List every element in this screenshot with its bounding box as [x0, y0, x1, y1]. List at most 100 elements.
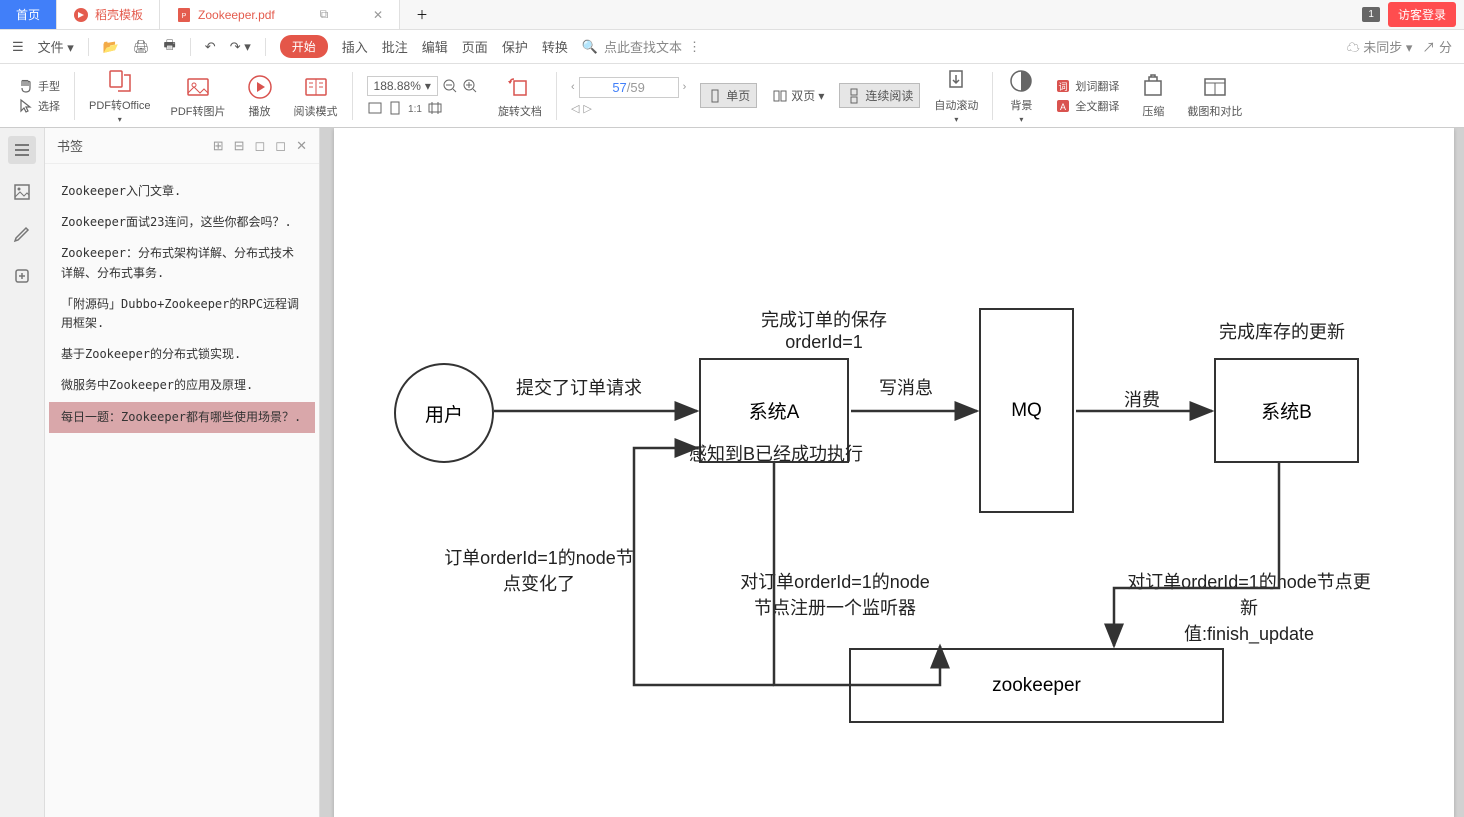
tool-play[interactable]: 播放: [240, 73, 280, 119]
tool-hand[interactable]: 手型: [18, 78, 60, 94]
diagram-label-submit: 提交了订单请求: [516, 374, 642, 400]
diagram-node-mq: MQ: [979, 308, 1074, 513]
tool-pdf-office[interactable]: PDF转Office▾: [83, 67, 157, 124]
rail-bookmarks-icon[interactable]: [8, 136, 36, 164]
menu-file[interactable]: 文件 ▾: [38, 37, 74, 56]
bookmark-prev-icon[interactable]: ◻: [255, 138, 266, 154]
bookmark-item[interactable]: 「附源码」Dubbo+Zookeeper的RPC远程调用框架.: [49, 289, 315, 339]
tool-select[interactable]: 选择: [18, 98, 60, 114]
menu-protect[interactable]: 保护: [502, 37, 528, 56]
sidebar-close-icon[interactable]: ✕: [296, 138, 307, 154]
bookmark-item[interactable]: 每日一题：Zookeeper都有哪些使用场景？.: [49, 402, 315, 433]
tool-auto-scroll[interactable]: 自动滚动▾: [928, 67, 984, 124]
ribbon-toolbar: 手型 选择 PDF转Office▾ PDF转图片 播放 阅读模式 188.88%…: [0, 64, 1464, 128]
search-box[interactable]: 🔍 点此查找文本 ⋮: [582, 37, 701, 56]
svg-text:1:1: 1:1: [408, 104, 422, 115]
bookmark-item[interactable]: Zookeeper入门文章.: [49, 176, 315, 207]
sidebar-header: 书签 ⊞ ⊟ ◻ ◻ ✕: [45, 128, 319, 164]
rail-attachments-icon[interactable]: [8, 262, 36, 290]
diagram-label-orderchange: 订单orderId=1的node节点变化了: [409, 544, 669, 596]
diagram-node-user: 用户: [394, 363, 494, 463]
tool-pdf-image[interactable]: PDF转图片: [165, 73, 232, 119]
page-next-icon[interactable]: ▷: [583, 102, 591, 115]
svg-text:A: A: [1060, 102, 1066, 112]
flowchart-diagram: 用户系统AMQ系统Bzookeeper完成订单的保存orderId=1完成库存的…: [334, 128, 1454, 817]
menu-convert[interactable]: 转换: [542, 37, 568, 56]
tool-fulltext[interactable]: A全文翻译: [1055, 98, 1119, 114]
rail-annotations-icon[interactable]: [8, 220, 36, 248]
diagram-label-above_sysB: 完成库存的更新: [1219, 318, 1345, 344]
open-icon[interactable]: 📂: [103, 39, 119, 55]
redo-icon[interactable]: ↷ ▾: [230, 39, 251, 55]
page-prev-icon[interactable]: ◁: [571, 102, 579, 115]
tool-compress[interactable]: 压缩: [1133, 73, 1173, 119]
bookmarks-list: Zookeeper入门文章.Zookeeper面试23连问，这些你都会吗？.Zo…: [45, 164, 319, 817]
bookmarks-sidebar: 书签 ⊞ ⊟ ◻ ◻ ✕ Zookeeper入门文章.Zookeeper面试23…: [45, 128, 320, 817]
tool-rotate[interactable]: 旋转文档: [492, 73, 548, 119]
tab-file[interactable]: P Zookeeper.pdf ⧉ ✕: [160, 0, 400, 29]
menu-annotate[interactable]: 批注: [382, 37, 408, 56]
menu-page[interactable]: 页面: [462, 37, 488, 56]
bookmark-next-icon[interactable]: ◻: [275, 138, 286, 154]
page-last-icon[interactable]: ›: [683, 81, 687, 93]
rail-thumbnails-icon[interactable]: [8, 178, 36, 206]
tool-snapshot[interactable]: 截图和对比: [1181, 73, 1248, 119]
tool-background[interactable]: 背景▾: [1001, 67, 1041, 124]
tab-template[interactable]: 稻壳模板: [57, 0, 160, 29]
quickprint-icon[interactable]: 🖶: [164, 36, 176, 58]
tab-restore-icon[interactable]: ⧉: [320, 7, 329, 22]
diagram-label-writemsg: 写消息: [879, 374, 933, 400]
login-button[interactable]: 访客登录: [1388, 2, 1456, 27]
main-area: 书签 ⊞ ⊟ ◻ ◻ ✕ Zookeeper入门文章.Zookeeper面试23…: [0, 128, 1464, 817]
menu-start[interactable]: 开始: [280, 35, 328, 58]
fit-width-icon[interactable]: [367, 100, 383, 116]
left-rail: [0, 128, 45, 817]
bookmark-expand-icon[interactable]: ⊞: [213, 138, 224, 154]
undo-icon[interactable]: ↶: [205, 39, 216, 55]
search-placeholder: 点此查找文本: [604, 37, 682, 56]
bookmark-item[interactable]: Zookeeper：分布式架构详解、分布式技术详解、分布式事务.: [49, 238, 315, 288]
sidebar-title: 书签: [57, 136, 83, 155]
fit-page-icon[interactable]: [387, 100, 403, 116]
diagram-label-above_sysA: 完成订单的保存orderId=1: [694, 306, 954, 353]
menu-edit[interactable]: 编辑: [422, 37, 448, 56]
fit-visible-icon[interactable]: [427, 100, 443, 116]
document-viewport[interactable]: 用户系统AMQ系统Bzookeeper完成订单的保存orderId=1完成库存的…: [320, 128, 1464, 817]
tabs-bar: 首页 稻壳模板 P Zookeeper.pdf ⧉ ✕ ＋ 1 访客登录: [0, 0, 1464, 30]
notification-badge[interactable]: 1: [1362, 7, 1380, 22]
diagram-label-register: 对订单orderId=1的node节点注册一个监听器: [705, 568, 965, 620]
tab-add[interactable]: ＋: [400, 0, 444, 29]
print-icon[interactable]: 🖨: [133, 39, 150, 55]
diagram-node-zk: zookeeper: [849, 648, 1224, 723]
svg-text:词: 词: [1059, 82, 1068, 92]
tab-close-icon[interactable]: ✕: [373, 8, 383, 22]
diagram-node-sysB: 系统B: [1214, 358, 1359, 463]
zoom-out-icon[interactable]: [442, 78, 458, 94]
diagram-label-consume: 消费: [1124, 386, 1160, 412]
tab-template-label: 稻壳模板: [95, 6, 143, 23]
tab-home[interactable]: 首页: [0, 0, 57, 29]
view-continuous[interactable]: 连续阅读: [839, 83, 920, 108]
hamburger-icon[interactable]: ☰: [12, 39, 24, 55]
bookmark-item[interactable]: Zookeeper面试23连问，这些你都会吗？.: [49, 207, 315, 238]
bookmark-item[interactable]: 基于Zookeeper的分布式锁实现.: [49, 339, 315, 370]
diagram-label-updatezk: 对订单orderId=1的node节点更新值:finish_update: [1119, 568, 1379, 646]
pdf-page: 用户系统AMQ系统Bzookeeper完成订单的保存orderId=1完成库存的…: [334, 128, 1454, 817]
view-two-page[interactable]: 双页 ▾: [765, 83, 831, 108]
bookmark-item[interactable]: 微服务中Zookeeper的应用及原理.: [49, 370, 315, 401]
pdf-icon: P: [176, 7, 192, 23]
bookmark-collapse-icon[interactable]: ⊟: [234, 138, 245, 154]
menu-insert[interactable]: 插入: [342, 37, 368, 56]
sync-status[interactable]: ☁ 未同步 ▾: [1347, 37, 1413, 56]
page-first-icon[interactable]: ‹: [571, 81, 575, 93]
view-single-page[interactable]: 单页: [700, 83, 757, 108]
zoom-value[interactable]: 188.88% ▾: [367, 76, 438, 96]
page-number-input[interactable]: 57/59: [579, 77, 679, 98]
zoom-in-icon[interactable]: [462, 78, 478, 94]
menu-bar: ☰ 文件 ▾ 📂 🖨 🖶 ↶ ↷ ▾ 开始 插入 批注 编辑 页面 保护 转换 …: [0, 30, 1464, 64]
tool-read-mode[interactable]: 阅读模式: [288, 73, 344, 119]
actual-size-icon[interactable]: 1:1: [407, 100, 423, 116]
tool-lookup[interactable]: 词划词翻译: [1055, 78, 1119, 94]
share-button[interactable]: ↗ 分: [1422, 37, 1452, 56]
search-icon: 🔍: [582, 39, 598, 55]
